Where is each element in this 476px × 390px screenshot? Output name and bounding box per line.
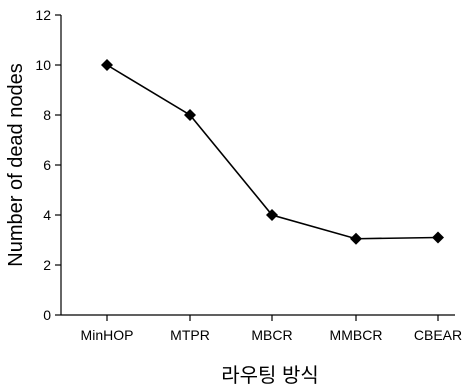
y-tick-label: 12 (35, 7, 51, 23)
x-tick-label: MBCR (251, 327, 292, 343)
y-tick-label: 6 (43, 157, 51, 173)
x-tick-label: CBEAR (414, 327, 462, 343)
x-tick-label: MMBCR (330, 327, 383, 343)
y-tick-label: 8 (43, 107, 51, 123)
x-tick-label: MTPR (170, 327, 210, 343)
x-tick-label: MinHOP (81, 327, 134, 343)
data-point-marker (266, 209, 278, 221)
x-axis-label: 라우팅 방식 (221, 364, 319, 387)
y-axis-label: Number of dead nodes (5, 63, 27, 266)
data-point-marker (101, 59, 113, 71)
y-tick-label: 0 (43, 307, 51, 323)
axes (60, 15, 455, 316)
y-tick-label: 10 (35, 57, 51, 73)
y-tick-label: 2 (43, 257, 51, 273)
data-point-marker (184, 109, 196, 121)
data-point-marker (350, 232, 362, 245)
y-ticks: 0 2 4 6 8 10 12 (35, 7, 61, 323)
data-point-marker (432, 231, 444, 244)
x-ticks: MinHOP MTPR MBCR MMBCR CBEAR (81, 315, 462, 343)
y-tick-label: 4 (43, 207, 51, 223)
series-markers (101, 59, 444, 245)
